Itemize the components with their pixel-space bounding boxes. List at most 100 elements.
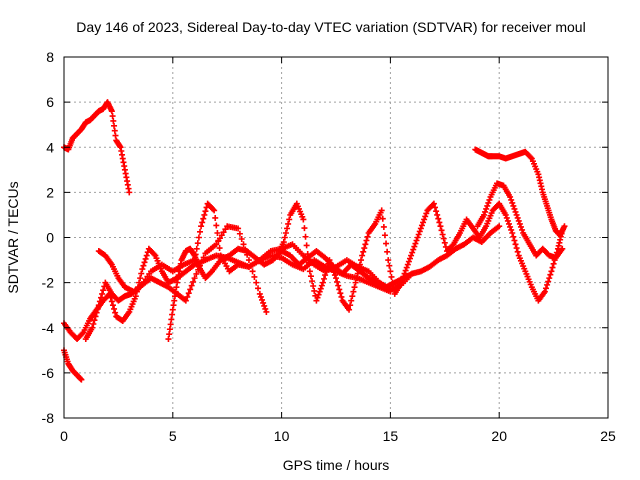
data-point [214, 229, 221, 236]
data-point [515, 217, 522, 224]
x-axis-label: GPS time / hours [283, 457, 390, 473]
data-point [511, 205, 518, 212]
data-point [215, 238, 222, 245]
data-point [140, 262, 147, 269]
data-point [432, 204, 439, 211]
data-point [285, 220, 292, 227]
data-point [220, 229, 227, 236]
data-point [353, 275, 360, 282]
data-point [78, 376, 85, 383]
data-point [336, 286, 343, 293]
data-point [112, 309, 119, 316]
data-point [542, 285, 549, 292]
data-point [212, 214, 219, 221]
data-point [257, 293, 264, 300]
data-point [194, 240, 201, 247]
data-point [362, 241, 369, 248]
data-point [350, 288, 357, 295]
data-point [195, 234, 202, 241]
series-track-4 [82, 200, 416, 343]
data-point [259, 296, 266, 303]
data-point [354, 270, 361, 277]
data-point [151, 251, 158, 258]
data-point [99, 290, 106, 297]
y-axis-ticks: -8 -6 -4 -2 0 2 4 6 8 [42, 49, 608, 426]
data-point [216, 235, 223, 242]
data-point [284, 225, 291, 232]
data-point [544, 281, 551, 288]
data-point [311, 287, 318, 294]
data-point [411, 243, 418, 250]
data-point [328, 263, 335, 270]
data-point [516, 220, 523, 227]
data-point [550, 260, 557, 267]
data-point [213, 222, 220, 229]
data-point [480, 211, 487, 218]
data-point [302, 233, 309, 240]
data-point [139, 266, 146, 273]
data-point [307, 273, 314, 280]
data-point [416, 228, 423, 235]
data-point [329, 266, 336, 273]
data-point [210, 206, 217, 213]
data-point [413, 237, 420, 244]
data-point [559, 245, 566, 252]
y-tick-label: 2 [46, 184, 54, 200]
data-point [404, 261, 411, 268]
data-point [256, 290, 263, 297]
data-point [415, 231, 422, 238]
data-point [546, 275, 553, 282]
data-point [240, 241, 247, 248]
data-point [422, 213, 429, 220]
data-point [331, 272, 338, 279]
data-point [313, 297, 320, 304]
data-point [405, 258, 412, 265]
data-point [281, 234, 288, 241]
data-point [409, 249, 416, 256]
data-point [514, 214, 521, 221]
y-axis-label: SDTVAR / TECUs [5, 181, 21, 293]
data-point [319, 279, 326, 286]
data-point [323, 268, 330, 275]
data-point [386, 262, 393, 269]
data-point [330, 269, 337, 276]
data-point [507, 193, 514, 200]
data-point [251, 273, 258, 280]
data-point [519, 226, 526, 233]
data-point [347, 302, 354, 309]
data-point [111, 305, 118, 312]
data-point [200, 254, 207, 261]
data-point [247, 262, 254, 269]
data-point [93, 309, 100, 316]
data-point [188, 282, 195, 289]
data-point [440, 235, 447, 242]
data-point [318, 282, 325, 289]
data-point [200, 215, 207, 222]
data-point [434, 211, 441, 218]
data-point [484, 202, 491, 209]
x-axis-ticks: 0 5 10 15 20 25 [60, 57, 616, 444]
data-point [389, 279, 396, 286]
x-tick-label: 15 [383, 428, 399, 444]
data-point [384, 248, 391, 255]
data-point [92, 313, 99, 320]
data-point [337, 290, 344, 297]
data-point [310, 283, 317, 290]
data-point [191, 275, 198, 282]
data-point [486, 196, 493, 203]
data-point [513, 211, 520, 218]
data-point [126, 189, 133, 196]
data-point [380, 223, 387, 230]
series-track-5 [95, 223, 270, 315]
data-point [197, 228, 203, 235]
data-point [238, 236, 245, 243]
data-point [541, 288, 548, 295]
data-point [385, 257, 392, 264]
data-point [398, 279, 405, 286]
data-point [301, 225, 308, 232]
data-point [142, 255, 149, 262]
data-point [207, 269, 214, 276]
series-track-6 [165, 223, 503, 343]
y-tick-label: -6 [42, 365, 55, 381]
